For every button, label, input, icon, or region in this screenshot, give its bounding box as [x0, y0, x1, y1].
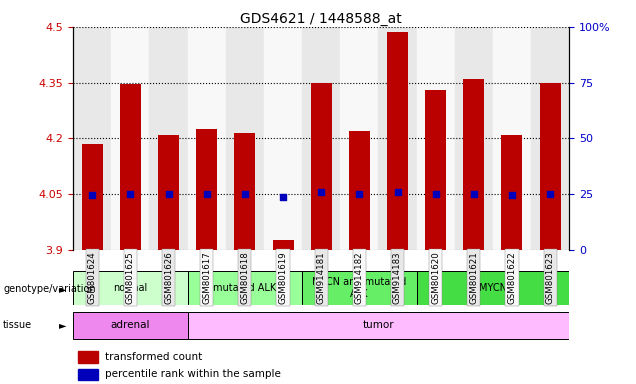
Text: GSM801623: GSM801623	[546, 252, 555, 304]
Title: GDS4621 / 1448588_at: GDS4621 / 1448588_at	[240, 12, 402, 26]
Point	[354, 191, 364, 197]
Text: GSM801625: GSM801625	[126, 252, 135, 304]
Bar	[425, 90, 446, 250]
Text: percentile rank within the sample: percentile rank within the sample	[106, 369, 281, 379]
Text: GSM801624: GSM801624	[88, 252, 97, 304]
Text: transformed count: transformed count	[106, 352, 203, 362]
Bar	[531, 27, 569, 250]
Bar	[226, 27, 264, 250]
Bar	[73, 271, 188, 305]
Point	[202, 191, 212, 197]
Point	[469, 191, 479, 197]
Bar	[501, 134, 523, 250]
Text: GSM914183: GSM914183	[393, 252, 402, 304]
Text: normal: normal	[113, 283, 148, 293]
Bar	[120, 84, 141, 250]
Point	[545, 191, 555, 197]
Bar	[73, 312, 188, 339]
Bar	[387, 33, 408, 250]
Point	[125, 191, 135, 197]
Bar	[264, 27, 302, 250]
Bar	[463, 79, 485, 250]
Bar	[378, 27, 417, 250]
Bar	[273, 240, 294, 250]
Bar	[540, 83, 561, 250]
Point	[431, 191, 441, 197]
Bar	[197, 129, 218, 250]
Text: GSM801622: GSM801622	[508, 252, 516, 304]
Point	[87, 192, 97, 199]
Bar	[78, 369, 98, 380]
Text: mutated ALK: mutated ALK	[213, 283, 277, 293]
Point	[240, 191, 250, 197]
Text: GSM801619: GSM801619	[279, 252, 287, 304]
Bar	[73, 27, 111, 250]
Text: GSM914182: GSM914182	[355, 252, 364, 304]
Bar	[493, 27, 531, 250]
Bar	[235, 133, 256, 250]
Bar	[78, 351, 98, 363]
Bar	[340, 27, 378, 250]
Bar	[188, 271, 302, 305]
Point	[278, 194, 288, 200]
Bar	[302, 271, 417, 305]
Bar	[455, 27, 493, 250]
Bar	[111, 27, 149, 250]
Bar	[311, 83, 332, 250]
Point	[392, 189, 403, 195]
Text: GSM801620: GSM801620	[431, 252, 440, 304]
Text: ►: ►	[59, 320, 67, 330]
Bar	[302, 27, 340, 250]
Text: ►: ►	[59, 284, 67, 294]
Bar	[158, 134, 179, 250]
Bar	[81, 144, 103, 250]
Text: adrenal: adrenal	[111, 320, 150, 331]
Text: GSM801626: GSM801626	[164, 252, 173, 304]
Bar	[188, 27, 226, 250]
Text: genotype/variation: genotype/variation	[3, 284, 96, 294]
Bar	[417, 271, 569, 305]
Point	[316, 189, 326, 195]
Text: MYCN and mutated
ALK: MYCN and mutated ALK	[312, 277, 406, 299]
Text: GSM801621: GSM801621	[469, 252, 478, 304]
Bar	[149, 27, 188, 250]
Point	[163, 191, 174, 197]
Text: GSM801617: GSM801617	[202, 252, 211, 304]
Bar	[417, 27, 455, 250]
Text: tumor: tumor	[363, 320, 394, 331]
Bar	[188, 312, 569, 339]
Bar	[349, 131, 370, 250]
Point	[507, 192, 517, 199]
Text: tissue: tissue	[3, 320, 32, 330]
Text: MYCN: MYCN	[479, 283, 507, 293]
Text: GSM914181: GSM914181	[317, 252, 326, 304]
Text: GSM801618: GSM801618	[240, 252, 249, 304]
